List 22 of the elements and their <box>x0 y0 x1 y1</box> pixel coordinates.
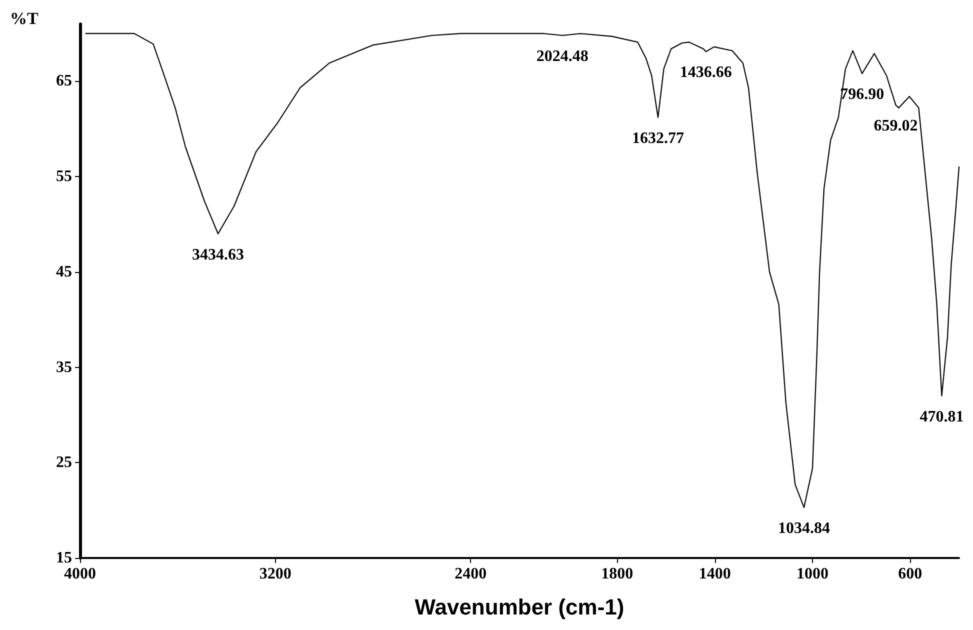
annotation: 3434.63 <box>192 246 244 264</box>
annotation: 659.02 <box>874 118 918 135</box>
y-tick-label: 35 <box>56 358 72 376</box>
annotation: 1632.77 <box>632 130 684 147</box>
x-axis-title: Wavenumber (cm-1) <box>414 594 624 620</box>
x-tick-label: 4000 <box>64 566 96 582</box>
x-tick-label: 1800 <box>601 566 634 582</box>
y-axis-title: %T <box>10 9 39 28</box>
y-tick-label: 25 <box>56 454 72 472</box>
x-tick-label: 600 <box>898 566 922 582</box>
x-tick-label: 1000 <box>796 566 828 582</box>
annotation: 1436.66 <box>680 64 732 82</box>
y-tick-label: 65 <box>56 72 72 90</box>
x-tick-label: 2400 <box>454 566 487 582</box>
annotation: 1034.84 <box>778 520 830 537</box>
y-tick-label: 55 <box>56 168 72 186</box>
y-tick-label: 45 <box>56 263 72 280</box>
y-tick-label: 15 <box>56 550 72 566</box>
x-tick-label: 1400 <box>698 566 731 582</box>
annotation: 2024.48 <box>536 48 588 65</box>
x-tick-label: 3200 <box>259 566 292 582</box>
annotation: 470.81 <box>920 408 964 426</box>
